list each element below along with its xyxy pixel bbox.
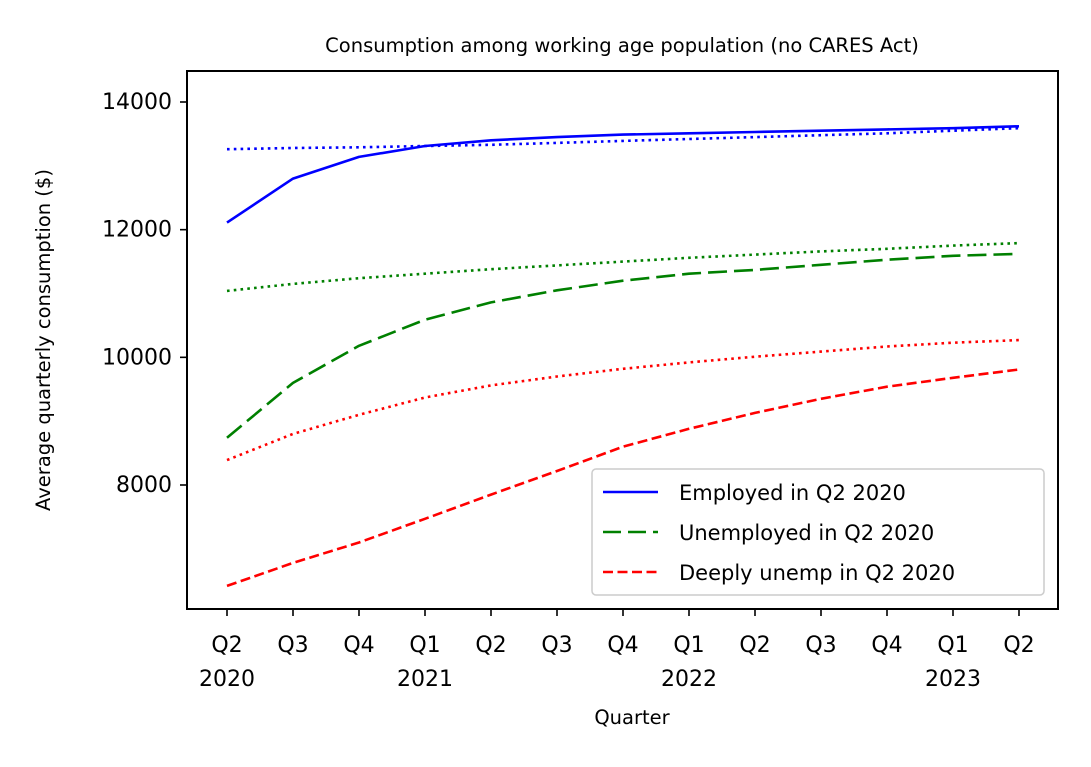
x-tick-label-quarter: Q1 — [409, 633, 440, 658]
chart-title: Consumption among working age population… — [325, 34, 919, 57]
y-tick-label: 14000 — [102, 90, 172, 115]
y-tick-label: 10000 — [102, 345, 172, 370]
x-tick-label-quarter: Q4 — [871, 633, 902, 658]
x-tick-label-year: 2021 — [397, 667, 453, 692]
legend-box — [591, 468, 1045, 596]
x-axis-label: Quarter — [594, 706, 670, 729]
x-tick-label-quarter: Q4 — [607, 633, 638, 658]
series-line-employed-baseline — [226, 126, 1020, 151]
x-tick-label-quarter: Q1 — [673, 633, 704, 658]
x-tick-label-quarter: Q4 — [343, 633, 374, 658]
y-axis-label: Average quarterly consumption ($) — [32, 169, 55, 511]
series-line-deeply-unemp-baseline — [226, 338, 1020, 462]
x-axis: Q2 2020 Q3 Q4 Q1 2021 Q2 Q3 Q4 Q1 2022 Q2 Q3 Q4 Q1 2023… — [199, 609, 1035, 692]
legend-label: Employed in Q2 2020 — [679, 481, 906, 505]
x-tick-label-quarter: Q2 — [1003, 633, 1034, 658]
y-axis: 8000 10000 12000 14000 — [102, 90, 187, 498]
y-tick-label: 12000 — [102, 218, 172, 243]
x-tick-label-quarter: Q3 — [277, 633, 308, 658]
series-line-unemployed-in-q2-2020 — [226, 252, 1020, 439]
x-tick-label-quarter: Q2 — [475, 633, 506, 658]
x-tick-label-quarter: Q2 — [211, 633, 242, 658]
series-layer — [226, 125, 1020, 588]
x-tick-label-quarter: Q3 — [805, 633, 836, 658]
legend-label: Unemployed in Q2 2020 — [679, 521, 934, 545]
x-tick-label-year: 2020 — [199, 667, 255, 692]
x-tick-label-quarter: Q2 — [739, 633, 770, 658]
x-tick-label-year: 2022 — [661, 667, 717, 692]
series-line-deeply-unemp-in-q2-2020 — [226, 368, 1020, 588]
x-tick-label-year: 2023 — [925, 667, 981, 692]
x-tick-label-quarter: Q1 — [937, 633, 968, 658]
y-tick-label: 8000 — [116, 473, 172, 498]
series-line-employed-in-q2-2020 — [226, 125, 1020, 224]
series-line-unemployed-baseline — [226, 241, 1020, 293]
x-tick-label-quarter: Q3 — [541, 633, 572, 658]
legend-label: Deeply unemp in Q2 2020 — [679, 561, 955, 585]
legend: Employed in Q2 2020 Unemployed in Q2 2020… — [591, 468, 1045, 596]
